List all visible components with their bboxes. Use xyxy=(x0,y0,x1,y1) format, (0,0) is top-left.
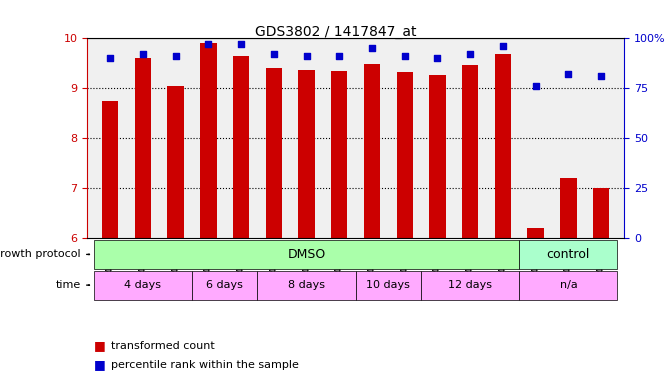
Bar xyxy=(299,70,315,238)
Bar xyxy=(135,58,151,238)
Text: n/a: n/a xyxy=(560,280,577,290)
Text: 10 days: 10 days xyxy=(366,280,410,290)
Point xyxy=(530,83,541,89)
Text: percentile rank within the sample: percentile rank within the sample xyxy=(111,360,299,370)
Text: GDS3802 / 1417847_at: GDS3802 / 1417847_at xyxy=(255,25,416,39)
Point xyxy=(334,53,345,60)
Text: 4 days: 4 days xyxy=(124,280,161,290)
Point xyxy=(236,41,246,48)
Point xyxy=(596,73,607,79)
Text: 8 days: 8 days xyxy=(288,280,325,290)
Point xyxy=(432,55,443,61)
Text: ■: ■ xyxy=(94,358,106,371)
Point xyxy=(301,53,312,60)
Bar xyxy=(266,68,282,238)
Bar xyxy=(200,43,217,238)
Point xyxy=(203,41,213,48)
Point xyxy=(138,51,148,58)
Text: 12 days: 12 days xyxy=(448,280,493,290)
Bar xyxy=(462,65,478,238)
Point xyxy=(563,71,574,78)
Bar xyxy=(102,101,118,238)
Point xyxy=(465,51,476,58)
Bar xyxy=(364,65,380,238)
Bar xyxy=(495,55,511,238)
Point xyxy=(170,53,181,60)
Bar xyxy=(593,188,609,238)
Text: transformed count: transformed count xyxy=(111,341,215,351)
Bar xyxy=(331,71,348,238)
Point xyxy=(498,43,509,50)
Point xyxy=(268,51,279,58)
Bar xyxy=(233,56,249,238)
Point xyxy=(366,45,377,51)
Point xyxy=(105,55,115,61)
Text: 6 days: 6 days xyxy=(206,280,243,290)
Text: ■: ■ xyxy=(94,339,106,352)
Text: growth protocol: growth protocol xyxy=(0,249,81,260)
Bar xyxy=(168,86,184,238)
Text: DMSO: DMSO xyxy=(287,248,325,261)
Text: time: time xyxy=(55,280,81,290)
Bar xyxy=(560,178,576,238)
Bar xyxy=(429,75,446,238)
Point xyxy=(399,53,410,60)
Text: control: control xyxy=(547,248,590,261)
Bar xyxy=(397,72,413,238)
Bar xyxy=(527,228,544,238)
